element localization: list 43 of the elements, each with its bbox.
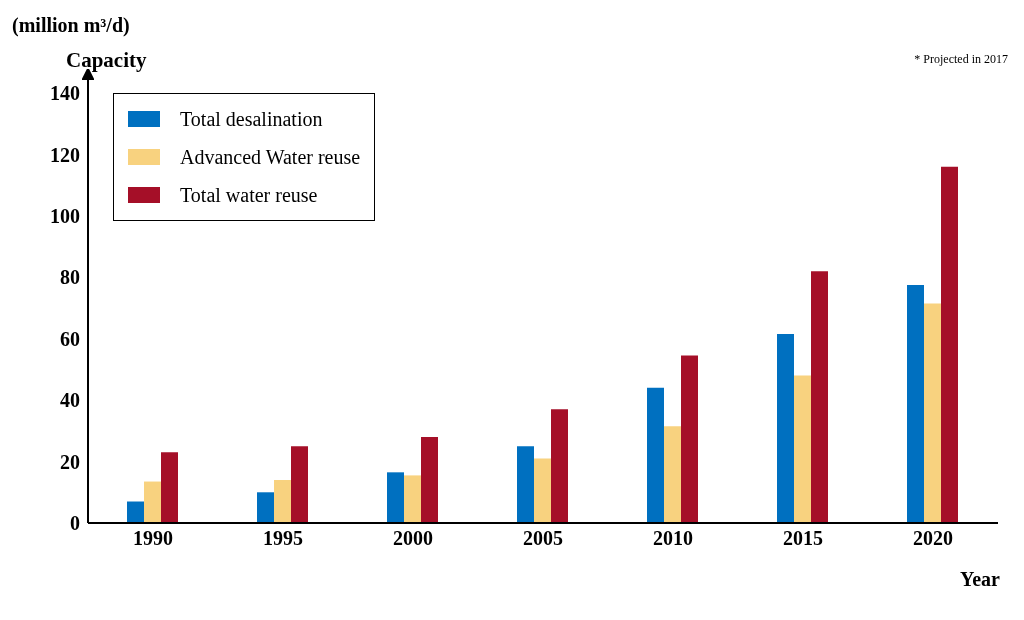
bar	[924, 303, 941, 523]
bar	[274, 480, 291, 523]
bar	[777, 334, 794, 523]
legend-label: Total desalination	[180, 107, 323, 131]
bar	[387, 472, 404, 523]
bar	[534, 458, 551, 523]
legend-label: Total water reuse	[180, 183, 318, 207]
y-tick-label: 40	[60, 389, 80, 412]
bar	[551, 409, 568, 523]
y-tick-label: 20	[60, 450, 80, 473]
x-axis-title: Year	[960, 568, 1000, 591]
bar	[941, 166, 958, 523]
bar	[517, 446, 534, 523]
y-axis-title: Capacity	[66, 48, 147, 73]
y-tick-label: 120	[50, 143, 80, 166]
bar	[811, 271, 828, 523]
y-tick-label: 100	[50, 204, 80, 227]
text: (million m³/d)	[12, 14, 130, 37]
bar	[794, 375, 811, 523]
text: * Projected in 2017	[914, 52, 1008, 67]
bar	[161, 452, 178, 523]
x-tick-label: 1990	[133, 527, 173, 550]
bar	[681, 355, 698, 523]
bar	[291, 446, 308, 523]
x-tick-label: 2020	[913, 527, 953, 550]
bar	[144, 481, 161, 523]
legend-label: Advanced Water reuse	[180, 145, 361, 169]
y-tick-label: 60	[60, 327, 80, 350]
bar	[127, 501, 144, 523]
bar	[907, 284, 924, 523]
bar	[404, 475, 421, 523]
x-tick-label: 2000	[393, 527, 433, 550]
x-tick-label: 2005	[523, 527, 563, 550]
x-tick-label: 2015	[783, 527, 823, 550]
bar	[647, 387, 664, 523]
bar	[421, 437, 438, 523]
bar	[257, 492, 274, 523]
bar	[664, 426, 681, 523]
y-tick-label: 0	[70, 512, 80, 535]
x-tick-label: 1995	[263, 527, 303, 550]
x-tick-label: 2010	[653, 527, 693, 550]
y-tick-label: 80	[60, 266, 80, 289]
y-tick-label: 140	[50, 82, 80, 105]
